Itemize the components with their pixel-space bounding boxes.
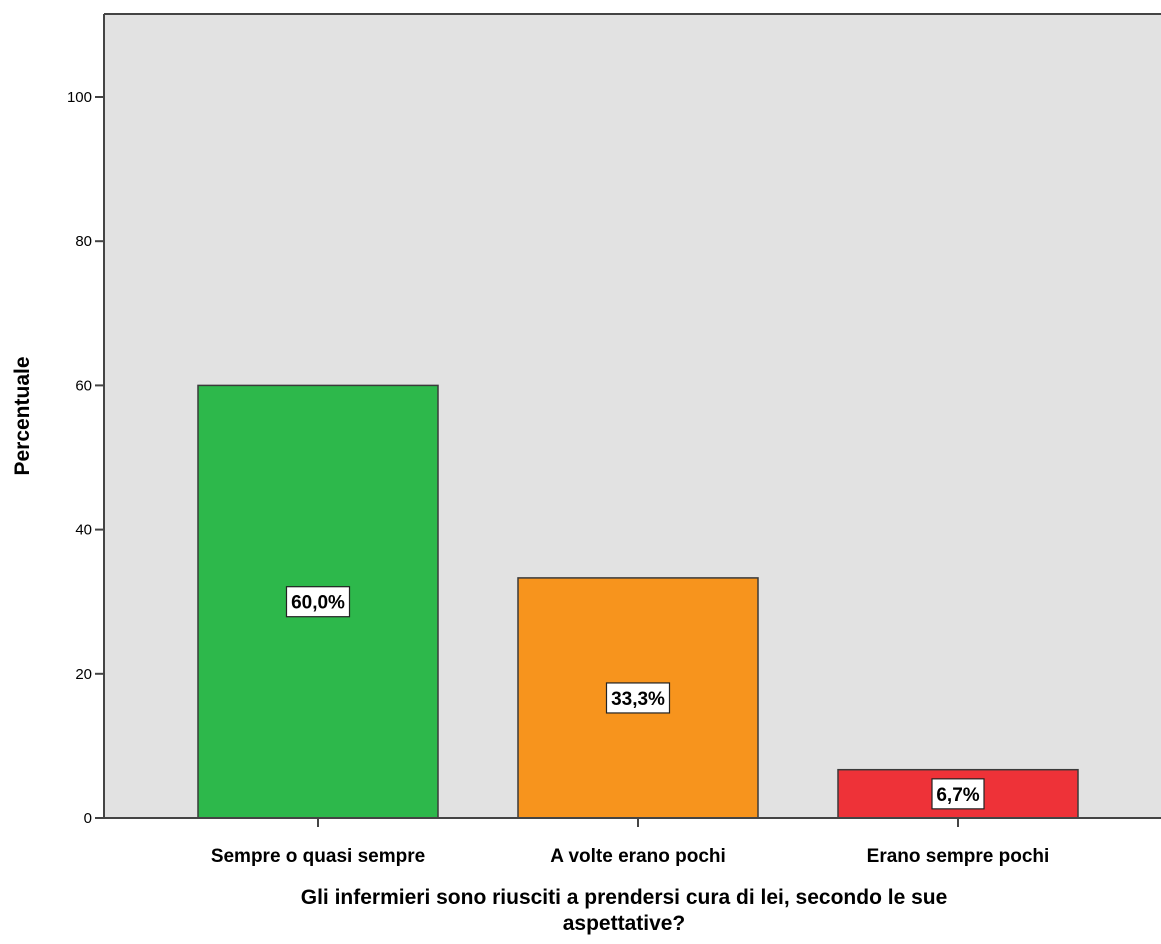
data-label: 60,0%	[291, 593, 345, 614]
data-label: 33,3%	[611, 689, 665, 710]
data-label-box	[285, 586, 351, 618]
y-tick-label: 20	[75, 666, 92, 683]
y-axis-title: Percentuale	[11, 356, 34, 475]
x-tick-label: Sempre o quasi sempre	[211, 846, 425, 867]
x-axis-title-line-2: aspettative?	[563, 912, 686, 935]
y-tick-label: 0	[84, 810, 92, 827]
y-tick-label: 80	[75, 233, 92, 250]
y-tick-label: 100	[67, 89, 92, 106]
y-tick-label: 40	[75, 522, 92, 539]
data-label: 6,7%	[936, 785, 979, 806]
data-label-box	[931, 778, 985, 810]
y-tick-label: 60	[75, 377, 92, 394]
data-label-box	[605, 682, 671, 714]
x-tick-label: Erano sempre pochi	[867, 846, 1050, 867]
x-axis-title-line-1: Gli infermieri sono riusciti a prendersi…	[301, 886, 948, 909]
x-tick-label: A volte erano pochi	[550, 846, 726, 867]
